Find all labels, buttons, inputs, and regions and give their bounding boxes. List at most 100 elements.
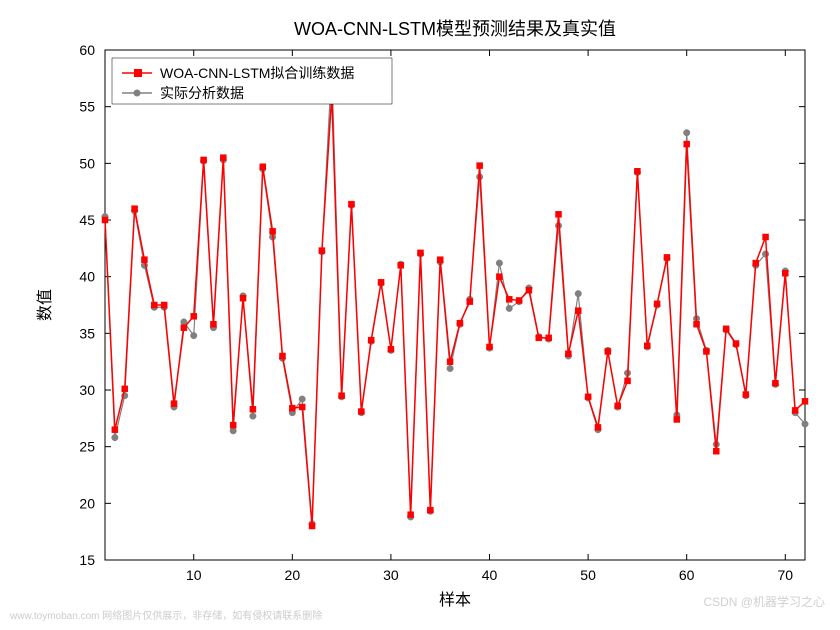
marker-actual (299, 396, 306, 403)
marker-predicted (191, 313, 197, 319)
watermark-left: www.toymoban.com 网络图片仅供展示，非存储，如有侵权请联系删除 (10, 607, 322, 622)
y-tick-label: 15 (79, 552, 95, 568)
chart-svg: 10 20 30 40 50 60 70 15 20 25 30 35 40 45 50 55 60 WOA-CN… (10, 10, 830, 620)
marker-predicted (201, 157, 207, 163)
legend-marker (134, 69, 142, 77)
marker-predicted (279, 353, 285, 359)
marker-predicted (398, 262, 404, 268)
marker-predicted (802, 398, 808, 404)
marker-predicted (487, 344, 493, 350)
marker-predicted (634, 168, 640, 174)
marker-predicted (309, 523, 315, 529)
marker-predicted (556, 211, 562, 217)
marker-predicted (447, 359, 453, 365)
marker-predicted (782, 270, 788, 276)
marker-predicted (299, 404, 305, 410)
marker-predicted (467, 299, 473, 305)
marker-predicted (763, 234, 769, 240)
y-tick-label: 20 (79, 495, 95, 511)
marker-predicted (615, 403, 621, 409)
marker-predicted (437, 257, 443, 263)
y-tick-label: 40 (79, 269, 95, 285)
marker-predicted (536, 335, 542, 341)
marker-actual (683, 129, 690, 136)
marker-actual (802, 421, 809, 428)
marker-predicted (132, 206, 138, 212)
chart-title: WOA-CNN-LSTM模型预测结果及真实值 (294, 19, 616, 39)
marker-predicted (408, 512, 414, 518)
marker-predicted (378, 279, 384, 285)
marker-predicted (230, 422, 236, 428)
marker-actual (506, 305, 513, 312)
x-tick-label: 30 (383, 567, 399, 583)
marker-predicted (506, 296, 512, 302)
marker-predicted (151, 302, 157, 308)
marker-predicted (733, 341, 739, 347)
marker-predicted (546, 335, 552, 341)
marker-predicted (703, 348, 709, 354)
marker-predicted (585, 394, 591, 400)
x-tick-label: 50 (580, 567, 596, 583)
legend-label: WOA-CNN-LSTM拟合训练数据 (160, 65, 354, 81)
marker-predicted (319, 248, 325, 254)
marker-predicted (792, 407, 798, 413)
marker-predicted (516, 297, 522, 303)
marker-predicted (122, 386, 128, 392)
marker-actual (447, 365, 454, 372)
marker-predicted (496, 274, 502, 280)
marker-actual (250, 413, 257, 420)
marker-predicted (161, 302, 167, 308)
marker-predicted (457, 320, 463, 326)
marker-predicted (112, 427, 118, 433)
marker-predicted (417, 250, 423, 256)
marker-predicted (141, 257, 147, 263)
x-tick-label: 70 (777, 567, 793, 583)
x-tick-label: 60 (679, 567, 695, 583)
marker-actual (496, 260, 503, 267)
marker-predicted (526, 287, 532, 293)
x-tick-label: 40 (482, 567, 498, 583)
y-tick-label: 30 (79, 382, 95, 398)
marker-predicted (595, 424, 601, 430)
marker-predicted (250, 406, 256, 412)
marker-predicted (210, 321, 216, 327)
marker-predicted (772, 380, 778, 386)
marker-predicted (368, 337, 374, 343)
marker-predicted (240, 295, 246, 301)
y-tick-label: 45 (79, 212, 95, 228)
plot-area (105, 50, 805, 560)
y-tick-label: 50 (79, 155, 95, 171)
marker-predicted (674, 416, 680, 422)
marker-predicted (713, 448, 719, 454)
marker-predicted (723, 326, 729, 332)
chart-container: 10 20 30 40 50 60 70 15 20 25 30 35 40 45 50 55 60 WOA-CN… (10, 10, 830, 620)
y-tick-label: 60 (79, 42, 95, 58)
marker-predicted (270, 228, 276, 234)
marker-predicted (477, 163, 483, 169)
marker-actual (762, 251, 769, 258)
marker-actual (190, 332, 197, 339)
x-tick-label: 20 (285, 567, 301, 583)
marker-actual (230, 428, 237, 435)
marker-actual (112, 434, 119, 441)
watermark-right: CSDN @机器学习之心 (703, 593, 825, 610)
marker-predicted (644, 343, 650, 349)
marker-predicted (654, 301, 660, 307)
marker-predicted (625, 378, 631, 384)
marker-predicted (684, 141, 690, 147)
y-tick-label: 55 (79, 99, 95, 115)
marker-predicted (220, 155, 226, 161)
marker-predicted (743, 392, 749, 398)
x-axis-label: 样本 (439, 591, 471, 609)
y-tick-label: 25 (79, 439, 95, 455)
y-tick-label: 35 (79, 325, 95, 341)
marker-predicted (664, 254, 670, 260)
marker-predicted (753, 260, 759, 266)
marker-predicted (694, 321, 700, 327)
legend-marker (134, 90, 141, 97)
marker-predicted (339, 393, 345, 399)
marker-actual (575, 290, 582, 297)
marker-predicted (260, 164, 266, 170)
marker-predicted (565, 351, 571, 357)
x-tick-label: 10 (186, 567, 202, 583)
